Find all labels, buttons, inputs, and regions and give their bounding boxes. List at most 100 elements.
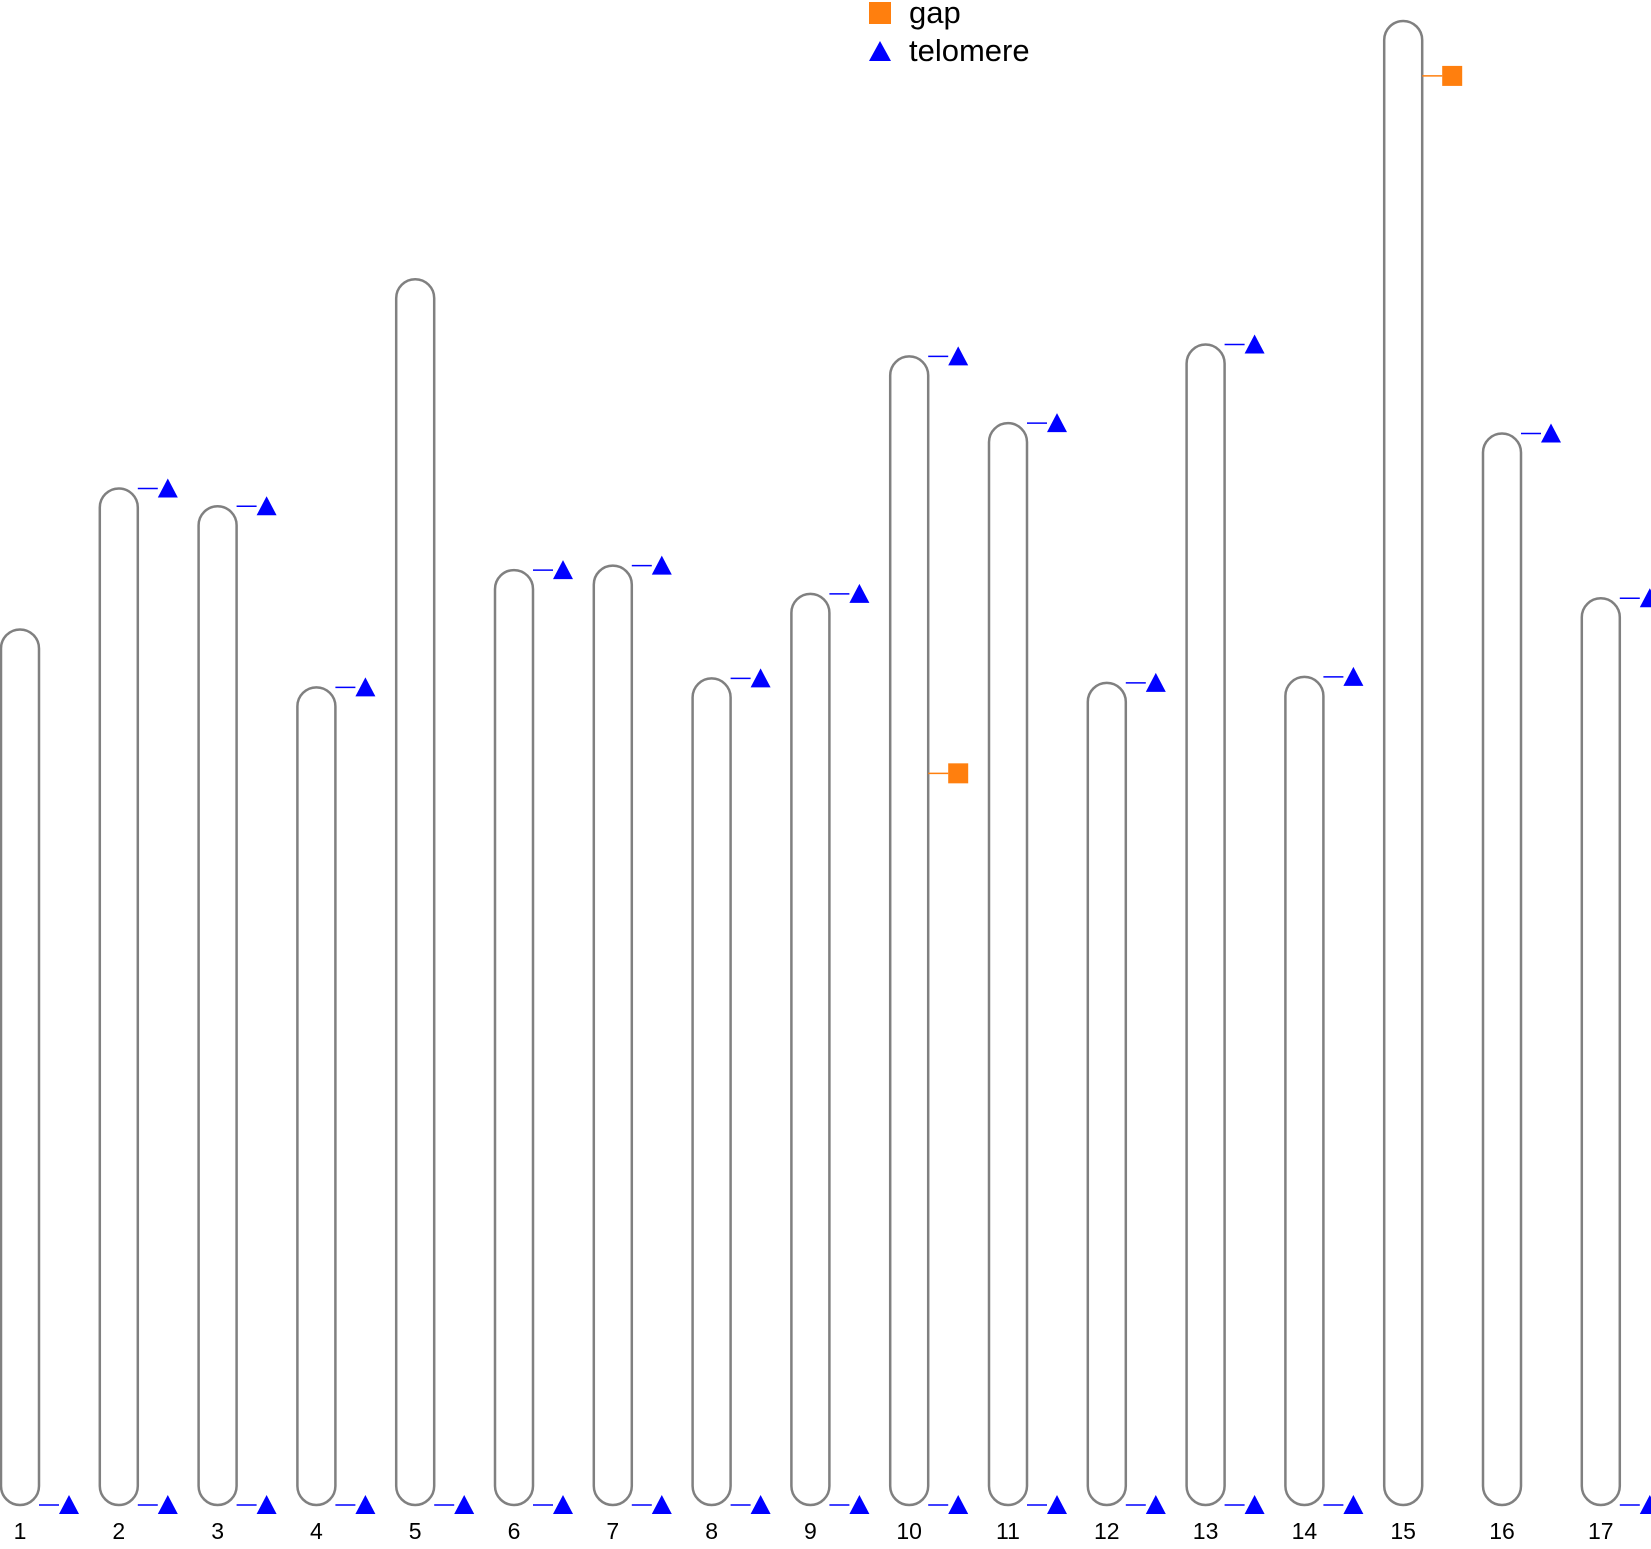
legend-item-gap: gap bbox=[868, 0, 961, 31]
telomere-marker-chr5-0 bbox=[434, 1495, 475, 1514]
chromosome-5 bbox=[394, 277, 436, 1507]
chromosome-7 bbox=[592, 564, 634, 1507]
telomere-marker-chr8-1 bbox=[730, 1495, 771, 1514]
chromosome-label-17: 17 bbox=[1588, 1518, 1614, 1544]
telomere-marker-chr6-0 bbox=[533, 560, 573, 580]
chromosome-layer bbox=[0, 19, 1622, 1507]
marker-layer bbox=[39, 65, 1651, 1514]
triangle-marker-icon bbox=[651, 555, 672, 575]
triangle-marker-icon bbox=[849, 583, 870, 603]
triangle-marker-icon bbox=[1639, 588, 1651, 608]
chromosome-label-2: 2 bbox=[112, 1518, 125, 1544]
triangle-marker-icon bbox=[59, 1495, 79, 1514]
triangle-marker-icon bbox=[256, 1495, 277, 1514]
telomere-marker-chr7-1 bbox=[631, 1495, 672, 1514]
telomere-marker-chr8-0 bbox=[730, 668, 771, 688]
triangle-marker-icon bbox=[869, 41, 891, 61]
triangle-marker-icon bbox=[454, 1495, 475, 1514]
triangle-marker-icon bbox=[1145, 1495, 1166, 1514]
triangle-marker-icon bbox=[355, 677, 376, 697]
triangle-marker-icon bbox=[1244, 1495, 1265, 1514]
triangle-marker-icon bbox=[553, 1495, 573, 1514]
chromosome-label-11: 11 bbox=[996, 1518, 1020, 1544]
chromosome-label-9: 9 bbox=[804, 1518, 817, 1544]
triangle-marker-icon bbox=[1244, 334, 1265, 354]
telomere-marker-chr2-1 bbox=[137, 1495, 178, 1514]
telomere-marker-chr4-1 bbox=[335, 1495, 376, 1514]
telomere-marker-chr16-0 bbox=[1521, 423, 1561, 443]
telomere-marker-chr4-0 bbox=[335, 677, 376, 697]
chromosome-label-7: 7 bbox=[606, 1518, 619, 1544]
chromosome-label-15: 15 bbox=[1390, 1518, 1416, 1544]
triangle-marker-icon bbox=[651, 1495, 672, 1514]
chromosome-label-13: 13 bbox=[1193, 1518, 1219, 1544]
triangle-marker-icon bbox=[553, 560, 573, 580]
telomere-marker-chr2-0 bbox=[137, 478, 178, 498]
telomere-marker-chr3-0 bbox=[236, 496, 277, 516]
triangle-marker-icon bbox=[1047, 413, 1067, 433]
chromosome-label-16: 16 bbox=[1489, 1518, 1515, 1544]
chromosome-label-14: 14 bbox=[1292, 1518, 1318, 1544]
chromosome-label-6: 6 bbox=[508, 1518, 521, 1544]
square-marker-icon bbox=[948, 763, 969, 784]
triangle-marker-icon bbox=[750, 1495, 771, 1514]
chromosome-15 bbox=[1382, 19, 1424, 1507]
triangle-marker-icon bbox=[1541, 423, 1561, 443]
chromosome-6 bbox=[493, 568, 535, 1507]
chromosome-label-3: 3 bbox=[211, 1518, 224, 1544]
legend: gap telomere bbox=[868, 0, 1088, 80]
chromosome-label-4: 4 bbox=[310, 1518, 323, 1544]
chromosome-8 bbox=[691, 677, 732, 1507]
telomere-marker-chr14-1 bbox=[1323, 1495, 1364, 1514]
chromosome-label-10: 10 bbox=[896, 1518, 922, 1544]
telomere-marker-chr17-0 bbox=[1619, 588, 1651, 608]
triangle-marker-icon bbox=[1639, 1495, 1651, 1514]
chromosome-4 bbox=[296, 686, 337, 1507]
legend-label-telomere: telomere bbox=[909, 33, 1030, 68]
triangle-marker-icon bbox=[849, 1495, 870, 1514]
telomere-marker-chr1-0 bbox=[39, 1495, 79, 1514]
square-marker-icon bbox=[1442, 65, 1463, 86]
triangle-marker-icon bbox=[1343, 666, 1364, 686]
chromosome-9 bbox=[790, 592, 831, 1507]
chromosome-2 bbox=[98, 487, 140, 1507]
chromosome-12 bbox=[1086, 681, 1128, 1507]
triangle-marker-icon bbox=[256, 496, 277, 516]
telomere-marker-chr10-2 bbox=[928, 1495, 969, 1514]
legend-label-gap: gap bbox=[909, 0, 961, 30]
triangle-marker-icon bbox=[1145, 672, 1166, 692]
chromosome-11 bbox=[987, 421, 1029, 1507]
chromosome-16 bbox=[1481, 432, 1523, 1507]
telomere-marker-chr10-0 bbox=[928, 346, 969, 366]
chromosome-label-12: 12 bbox=[1094, 1518, 1120, 1544]
triangle-marker-icon bbox=[1343, 1495, 1364, 1514]
telomere-marker-chr7-0 bbox=[631, 555, 672, 575]
telomere-marker-chr12-0 bbox=[1125, 672, 1166, 692]
square-marker-icon bbox=[869, 2, 891, 24]
chromosome-17 bbox=[1580, 597, 1622, 1507]
gap-marker-chr10-1 bbox=[928, 763, 969, 784]
chromosome-1 bbox=[0, 628, 41, 1507]
triangle-marker-icon bbox=[948, 1495, 969, 1514]
triangle-marker-icon bbox=[157, 1495, 178, 1514]
telomere-marker-chr17-1 bbox=[1619, 1495, 1651, 1514]
chromosome-3 bbox=[197, 505, 238, 1507]
legend-item-telomere: telomere bbox=[868, 33, 1030, 69]
telomere-marker-chr12-1 bbox=[1125, 1495, 1166, 1514]
telomere-marker-chr11-1 bbox=[1027, 1495, 1067, 1514]
triangle-marker-icon bbox=[355, 1495, 376, 1514]
telomere-marker-chr6-1 bbox=[533, 1495, 573, 1514]
telomere-marker-chr9-1 bbox=[829, 1495, 870, 1514]
gap-marker-chr15-0 bbox=[1422, 65, 1463, 86]
chromosome-13 bbox=[1185, 343, 1226, 1507]
chromosome-label-layer: 1 2 3 4 5 6 7 8 9 10 11 12 13 14 15 16 17 bbox=[14, 1518, 1614, 1544]
telomere-marker-chr13-0 bbox=[1224, 334, 1265, 354]
chromosome-label-1: 1 bbox=[14, 1518, 27, 1544]
telomere-marker-chr14-0 bbox=[1323, 666, 1364, 686]
telomere-marker-chr9-0 bbox=[829, 583, 870, 603]
triangle-marker-icon bbox=[750, 668, 771, 688]
chromosome-label-5: 5 bbox=[409, 1518, 422, 1544]
chromosome-14 bbox=[1284, 675, 1325, 1507]
triangle-marker-icon bbox=[157, 478, 178, 498]
